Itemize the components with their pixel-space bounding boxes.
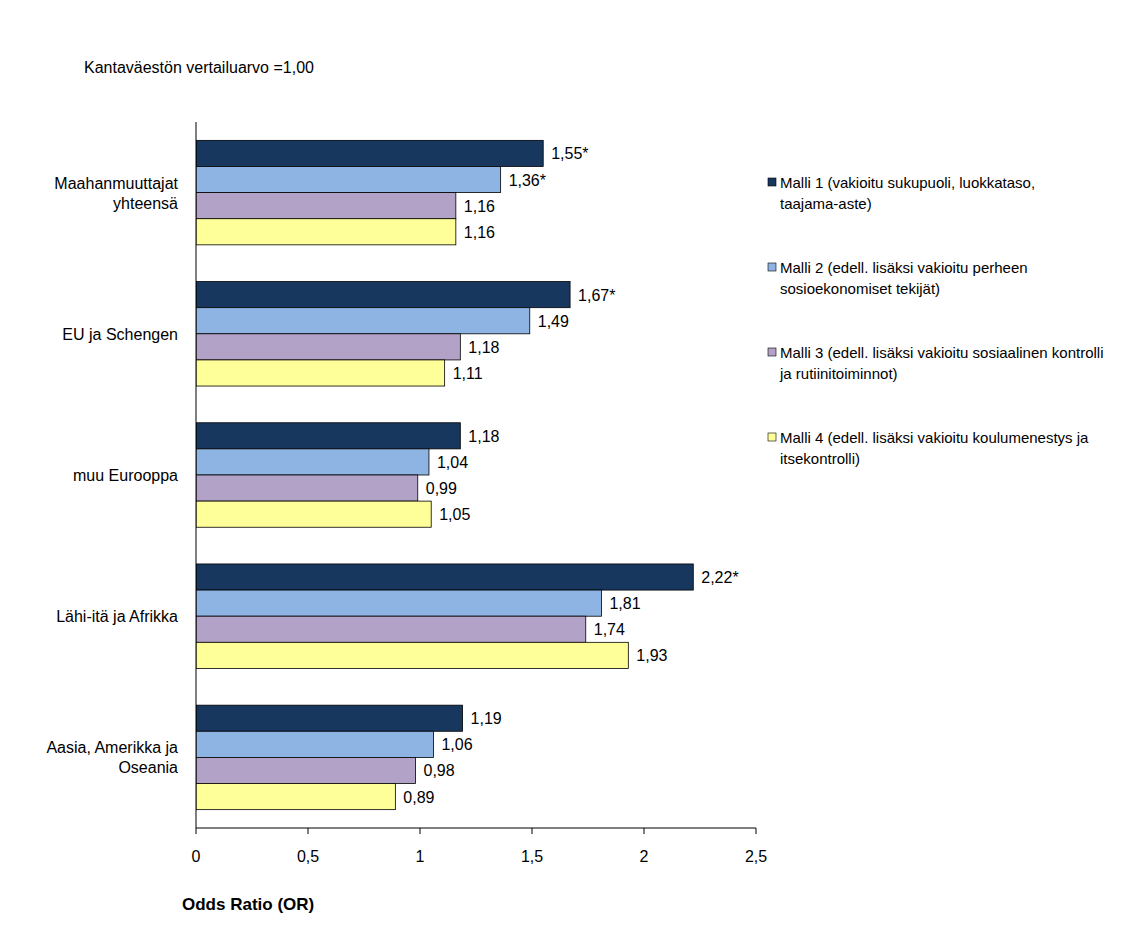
data-label: 2,22*: [701, 569, 738, 586]
bar: [196, 282, 570, 308]
category-label: Maahanmuuttajatyhteensä: [54, 175, 178, 212]
legend: Malli 1 (vakioitu sukupuoli, luokkataso,…: [768, 174, 1103, 467]
data-label: 1,16: [464, 198, 495, 215]
legend-label: Malli 3 (edell. lisäksi vakioitu sosiaal…: [779, 344, 1103, 382]
tick-label: 1,5: [521, 848, 543, 865]
data-label: 1,67*: [578, 287, 615, 304]
data-label: 1,06: [441, 736, 472, 753]
bar: [196, 731, 433, 757]
data-label: 1,55*: [551, 145, 588, 162]
legend-swatch: [768, 178, 776, 186]
data-label: 0,99: [426, 480, 457, 497]
tick-mark: [532, 828, 533, 834]
data-label: 1,49: [538, 313, 569, 330]
x-axis-line: [196, 828, 756, 829]
bar: [196, 449, 429, 475]
category-label: muu Eurooppa: [73, 467, 178, 484]
bar: [196, 423, 460, 449]
legend-label: Malli 2 (edell. lisäksi vakioitu perheen…: [780, 259, 1028, 297]
legend-label: Malli 4 (edell. lisäksi vakioitu koulume…: [780, 429, 1089, 467]
data-label: 1,19: [471, 710, 502, 727]
bar: [196, 360, 445, 386]
category-label: EU ja Schengen: [62, 326, 178, 343]
tick-mark: [420, 828, 421, 834]
bar: [196, 705, 463, 731]
legend-swatch: [768, 433, 776, 441]
tick-mark: [196, 828, 197, 834]
tick-label: 0: [192, 848, 201, 865]
tick-mark: [308, 828, 309, 834]
bar: [196, 616, 586, 642]
bar: [196, 564, 693, 590]
tick-label: 1: [416, 848, 425, 865]
bar: [196, 475, 418, 501]
data-label: 1,16: [464, 224, 495, 241]
data-label: 1,04: [437, 454, 468, 471]
axis-label: Odds Ratio (OR): [182, 895, 314, 914]
data-label: 1,93: [636, 647, 667, 664]
bar: [196, 166, 501, 192]
bar: [196, 308, 530, 334]
data-label: 1,36*: [509, 172, 546, 189]
y-axis-line: [196, 122, 197, 828]
chart: Kantaväestön vertailuarvo =1,00 1,55* 1,36…: [0, 0, 1142, 934]
data-labels: 1,55*1,36*1,161,161,67*1,491,181,111,181…: [403, 145, 738, 805]
bar: [196, 590, 601, 616]
data-label: 0,89: [403, 789, 434, 806]
data-label: 1,05: [439, 506, 470, 523]
legend-swatch: [768, 263, 776, 271]
bar: [196, 140, 543, 166]
bar: [196, 501, 431, 527]
data-label: 1,74: [594, 621, 625, 638]
legend-label: Malli 1 (vakioitu sukupuoli, luokkataso,…: [780, 174, 1035, 212]
data-label: 1,18: [468, 339, 499, 356]
data-label: 0,98: [424, 762, 455, 779]
title: Kantaväestön vertailuarvo =1,00: [84, 59, 314, 76]
bar: [196, 334, 460, 360]
tick-label: 0,5: [297, 848, 319, 865]
tick-label: 2: [640, 848, 649, 865]
category-label: Lähi-itä ja Afrikka: [56, 608, 178, 625]
tick-mark: [644, 828, 645, 834]
legend-swatch: [768, 348, 776, 356]
bar: [196, 757, 416, 783]
bars: [196, 140, 693, 809]
bar: [196, 193, 456, 219]
data-label: 1,11: [453, 365, 483, 382]
data-label: 1,18: [468, 428, 499, 445]
bar: [196, 784, 395, 810]
bar: [196, 219, 456, 245]
category-label: Aasia, Amerikka jaOseania: [46, 739, 178, 776]
bar: [196, 642, 628, 668]
tick-mark: [756, 828, 757, 834]
data-label: 1,81: [609, 595, 640, 612]
tick-label: 2,5: [745, 848, 767, 865]
